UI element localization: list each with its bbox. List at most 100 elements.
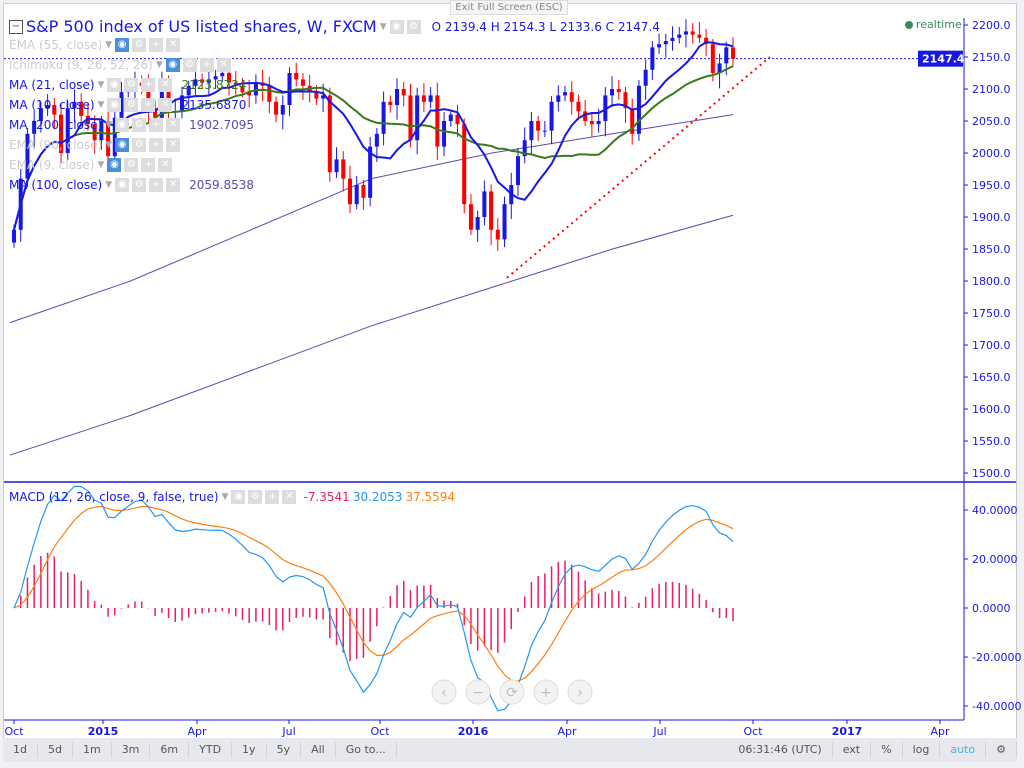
eye-icon[interactable]: ◉ (231, 490, 246, 504)
range-3m[interactable]: 3m (112, 742, 151, 758)
candle-body (287, 73, 292, 105)
gear-icon[interactable]: ⚙ (132, 118, 147, 132)
indicator-label[interactable]: EMA (55, close) (9, 38, 103, 52)
close-icon[interactable]: ✕ (158, 78, 173, 92)
plus-icon[interactable]: + (141, 158, 156, 172)
log-toggle[interactable]: log (903, 742, 941, 758)
settings-gear-icon[interactable]: ⚙ (986, 742, 1017, 758)
gear-icon[interactable]: ⚙ (132, 178, 147, 192)
eye-icon[interactable]: ◉ (115, 138, 130, 152)
candle-body (321, 95, 326, 99)
chevron-down-icon[interactable]: ▼ (221, 492, 229, 502)
chevron-down-icon[interactable]: ▼ (105, 120, 113, 130)
eye-icon[interactable]: ◉ (115, 118, 130, 132)
close-icon[interactable]: ✕ (166, 138, 181, 152)
candle-body (650, 47, 655, 70)
eye-icon[interactable]: ◉ (165, 58, 180, 72)
gear-icon[interactable]: ⚙ (248, 490, 263, 504)
plus-icon[interactable]: + (265, 490, 280, 504)
percent-toggle[interactable]: % (871, 742, 903, 758)
candle-body (401, 89, 406, 96)
range-ytd[interactable]: YTD (189, 742, 233, 758)
macd-label[interactable]: MACD (12, 26, close, 9, false, true) (9, 490, 219, 504)
chevron-down-icon[interactable]: ▼ (155, 60, 163, 70)
eye-icon[interactable]: ◉ (107, 158, 122, 172)
plus-icon[interactable]: + (141, 98, 156, 112)
indicator-label[interactable]: EMA (90, close) (9, 138, 103, 152)
collapse-icon[interactable]: − (9, 20, 23, 34)
range-5d[interactable]: 5d (38, 742, 73, 758)
time-tick-label: 2015 (88, 725, 119, 738)
chevron-down-icon[interactable]: ▼ (97, 100, 105, 110)
indicator-label[interactable]: Ichimoku (9, 26, 52, 26) (9, 58, 153, 72)
close-icon[interactable]: ✕ (216, 58, 231, 72)
gear-icon[interactable]: ⚙ (182, 58, 197, 72)
ext-toggle[interactable]: ext (833, 742, 872, 758)
candle-body (267, 85, 272, 102)
close-icon[interactable]: ✕ (166, 178, 181, 192)
candle-body (468, 204, 473, 230)
price-tick-label: 1850.0 (972, 243, 1011, 256)
close-icon[interactable]: ✕ (158, 98, 173, 112)
gear-icon[interactable]: ⚙ (124, 78, 139, 92)
candle-body (240, 85, 245, 93)
chevron-down-icon[interactable]: ▼ (105, 140, 113, 150)
plus-icon[interactable]: + (149, 118, 164, 132)
plus-icon[interactable]: + (141, 78, 156, 92)
candle-body (462, 124, 467, 205)
range-1m[interactable]: 1m (73, 742, 112, 758)
range-1d[interactable]: 1d (3, 742, 38, 758)
gear-icon[interactable]: ⚙ (132, 138, 147, 152)
plus-icon[interactable]: + (149, 38, 164, 52)
eye-icon[interactable]: ◉ (389, 20, 404, 34)
chevron-down-icon[interactable]: ▼ (97, 80, 105, 90)
range-5y[interactable]: 5y (267, 742, 302, 758)
chevron-down-icon[interactable]: ▼ (105, 40, 113, 50)
close-icon[interactable]: ✕ (166, 118, 181, 132)
chevron-down-icon[interactable]: ▼ (97, 160, 105, 170)
candle-body (368, 146, 373, 198)
exit-fullscreen-button[interactable]: Exit Full Screen (ESC) (450, 0, 568, 15)
eye-icon[interactable]: ◉ (115, 178, 130, 192)
gear-icon[interactable]: ⚙ (406, 20, 421, 34)
plus-icon[interactable]: + (149, 138, 164, 152)
candle-body (213, 76, 218, 80)
eye-icon[interactable]: ◉ (115, 38, 130, 52)
candle-body (65, 108, 70, 153)
gear-icon[interactable]: ⚙ (132, 38, 147, 52)
plus-icon[interactable]: + (149, 178, 164, 192)
close-icon[interactable]: ✕ (158, 158, 173, 172)
candle-body (119, 92, 124, 118)
auto-toggle[interactable]: auto (940, 742, 987, 758)
chevron-down-icon[interactable]: ▼ (379, 22, 387, 32)
range-1y[interactable]: 1y (232, 742, 267, 758)
indicator-label[interactable]: MA (100, close) (9, 178, 103, 192)
close-icon[interactable]: ✕ (166, 38, 181, 52)
candle-body (643, 69, 648, 86)
indicator-legend: MA (100, close) ▼ ◉ ⚙ + ✕ 2059.8538 (9, 177, 254, 193)
range-6m[interactable]: 6m (150, 742, 190, 758)
close-icon[interactable]: ✕ (282, 490, 297, 504)
gear-icon[interactable]: ⚙ (124, 98, 139, 112)
indicator-label[interactable]: EMA (9, close) (9, 158, 95, 172)
chevron-down-icon[interactable]: ▼ (105, 180, 113, 190)
indicator-label[interactable]: MA (21, close) (9, 78, 95, 92)
gear-icon[interactable]: ⚙ (124, 158, 139, 172)
indicator-label[interactable]: MA (10, close) (9, 98, 95, 112)
symbol-title[interactable]: S&P 500 index of US listed shares, W, FX… (26, 17, 377, 36)
refresh-icon: ⟳ (506, 685, 518, 701)
candle-body (381, 101, 386, 134)
candle-body (220, 73, 225, 77)
indicator-label[interactable]: MA (200, close) (9, 118, 103, 132)
goto-button[interactable]: Go to... (336, 742, 397, 758)
time-tick-label: Apr (557, 725, 577, 738)
eye-icon[interactable]: ◉ (107, 98, 122, 112)
eye-icon[interactable]: ◉ (107, 78, 122, 92)
candle-body (522, 140, 527, 157)
plus-icon[interactable]: + (199, 58, 214, 72)
range-all[interactable]: All (301, 742, 336, 758)
candle-body (280, 105, 285, 115)
candle-body (448, 114, 453, 121)
candle-body (395, 89, 400, 105)
